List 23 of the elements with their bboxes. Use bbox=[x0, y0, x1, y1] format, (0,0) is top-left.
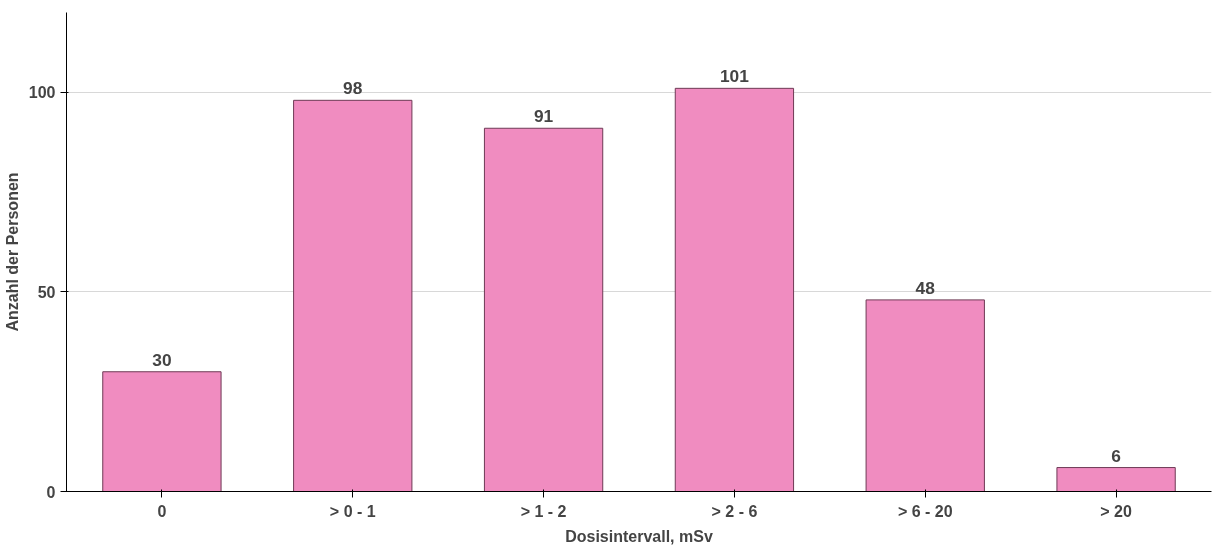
bar bbox=[102, 371, 222, 492]
x-tick-label: > 2 - 6 bbox=[711, 502, 758, 520]
data-label: 6 bbox=[1111, 445, 1122, 466]
y-axis-title: Anzahl der Personen bbox=[3, 172, 21, 332]
bar bbox=[483, 127, 604, 492]
x-tick-label: 0 bbox=[157, 502, 167, 520]
data-label: 91 bbox=[533, 106, 554, 127]
data-label: 30 bbox=[152, 349, 172, 370]
data-label: 101 bbox=[719, 66, 750, 87]
y-tick-label: 100 bbox=[28, 84, 56, 102]
bar bbox=[293, 99, 413, 492]
y-tick-label: 50 bbox=[37, 283, 56, 301]
data-label: 98 bbox=[343, 78, 363, 99]
bar bbox=[674, 87, 795, 492]
bar bbox=[1056, 467, 1176, 492]
x-tick-label: > 1 - 2 bbox=[520, 502, 567, 520]
x-tick-label: > 6 - 20 bbox=[897, 502, 953, 520]
x-tick-label: > 0 - 1 bbox=[329, 502, 376, 520]
x-axis-title: Dosisintervall, mSv bbox=[565, 527, 713, 545]
data-label: 48 bbox=[915, 277, 936, 298]
y-tick-label: 0 bbox=[46, 483, 56, 501]
x-tick-label: > 20 bbox=[1100, 502, 1132, 520]
bar bbox=[865, 299, 985, 492]
